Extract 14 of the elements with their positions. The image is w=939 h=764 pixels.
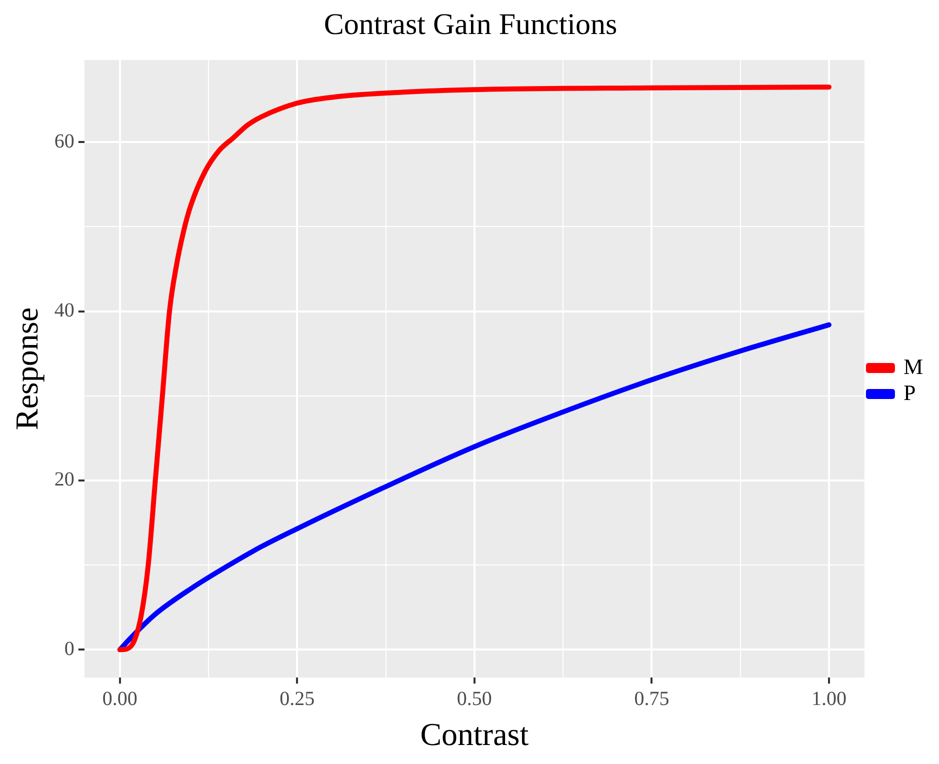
x-axis-title: Contrast (420, 716, 529, 752)
x-tick-label: 0.75 (634, 688, 670, 710)
x-tick-label: 0.50 (456, 688, 492, 710)
y-axis-title: Response (8, 307, 45, 430)
y-tick-label: 40 (54, 300, 74, 322)
y-tick-label: 20 (54, 468, 74, 491)
x-tick-label: 1.00 (811, 688, 846, 710)
x-tick-label: 0.25 (280, 688, 315, 710)
y-tick-label: 60 (54, 130, 74, 152)
x-tick-label: 0.00 (102, 688, 138, 710)
y-tick-label: 0 (64, 638, 74, 660)
chart-title: Contrast Gain Functions (324, 8, 618, 41)
legend-label: M (903, 354, 923, 379)
legend-label: P (903, 380, 916, 405)
